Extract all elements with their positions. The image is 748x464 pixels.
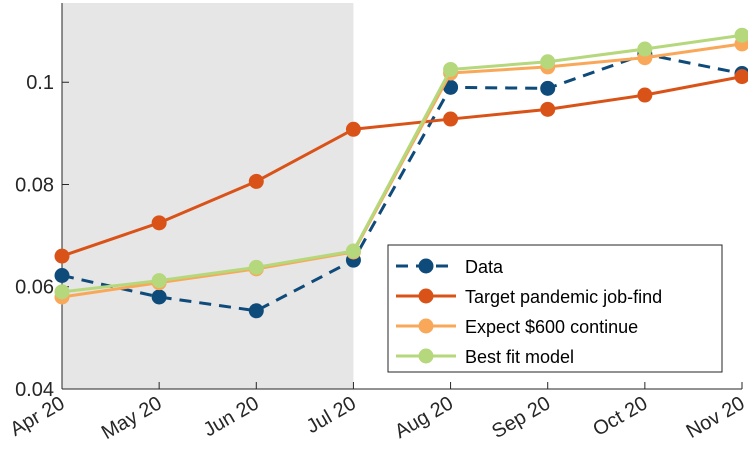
data-point xyxy=(54,268,70,284)
data-point xyxy=(248,173,264,189)
data-point xyxy=(248,259,264,275)
legend-label: Best fit model xyxy=(465,347,574,367)
data-point xyxy=(734,27,748,43)
data-point xyxy=(248,303,264,319)
data-point xyxy=(637,41,653,57)
y-tick-label: 0.06 xyxy=(15,277,54,299)
legend-marker xyxy=(418,318,434,334)
legend-label: Expect $600 continue xyxy=(465,317,638,337)
series-layer xyxy=(54,27,748,319)
data-point xyxy=(540,101,556,117)
series-line xyxy=(61,33,743,294)
data-point xyxy=(54,248,70,264)
shaded-region xyxy=(62,3,354,389)
data-point xyxy=(151,273,167,289)
y-tick-label: 0.1 xyxy=(26,72,54,94)
x-tick-label: May 20 xyxy=(98,392,166,444)
data-point xyxy=(734,69,748,85)
data-point xyxy=(54,284,70,300)
data-point xyxy=(151,289,167,305)
x-tick-label: Oct 20 xyxy=(589,392,651,441)
data-point xyxy=(443,111,459,127)
x-tick-label: Sep 20 xyxy=(488,392,554,443)
y-tick-label: 0.08 xyxy=(15,174,54,196)
series-1 xyxy=(54,69,748,264)
data-point xyxy=(443,79,459,95)
legend-marker xyxy=(418,258,434,274)
x-tick-label: Aug 20 xyxy=(391,392,457,443)
series-line xyxy=(61,75,743,258)
data-point xyxy=(443,61,459,77)
data-point xyxy=(151,215,167,231)
y-tick-label: 0.04 xyxy=(15,379,54,401)
data-point xyxy=(540,80,556,96)
series-3 xyxy=(54,27,748,300)
legend-label: Target pandemic job-find xyxy=(465,287,662,307)
data-point xyxy=(637,87,653,103)
data-point xyxy=(540,54,556,70)
x-tick-label: Jun 20 xyxy=(200,392,263,441)
x-tick-label: Jul 20 xyxy=(303,392,360,438)
data-point xyxy=(345,243,361,259)
legend-marker xyxy=(418,288,434,304)
legend: Data Target pandemic job-find Expect $600 … xyxy=(387,244,723,373)
data-point xyxy=(345,121,361,137)
x-tick-label: Nov 20 xyxy=(683,392,748,443)
legend-marker xyxy=(418,348,434,364)
legend-label: Data xyxy=(465,257,504,277)
